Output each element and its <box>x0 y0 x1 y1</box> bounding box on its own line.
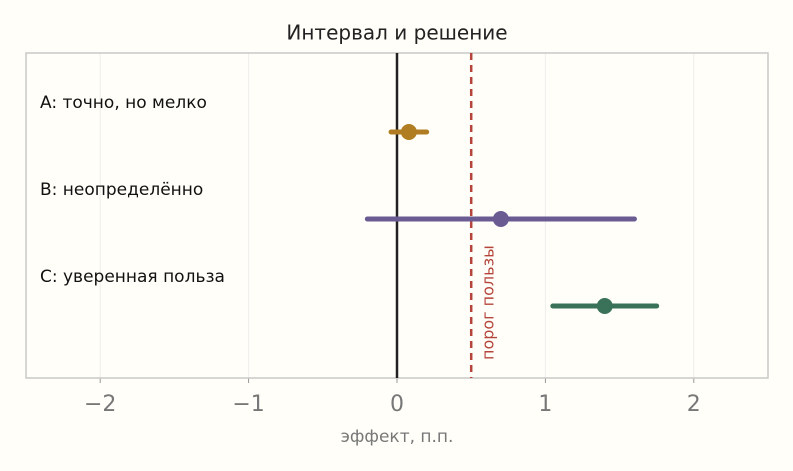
point <box>596 298 613 314</box>
x-tick-label: 0 <box>390 392 404 417</box>
x-tick-label: 2 <box>687 392 701 417</box>
point <box>492 211 509 227</box>
category-label: B: неопределённо <box>40 180 203 200</box>
point <box>400 124 417 140</box>
category-label: A: точно, но мелко <box>40 93 207 113</box>
x-tick-label: 1 <box>538 392 552 417</box>
x-tick-label: −1 <box>232 392 264 417</box>
reference-label: порог пользы <box>479 245 498 360</box>
x-tick-label: −2 <box>84 392 116 417</box>
chart-title: Интервал и решение <box>286 21 507 45</box>
x-axis-label: эффект, п.п. <box>341 427 454 447</box>
category-label: C: уверенная польза <box>40 267 225 287</box>
